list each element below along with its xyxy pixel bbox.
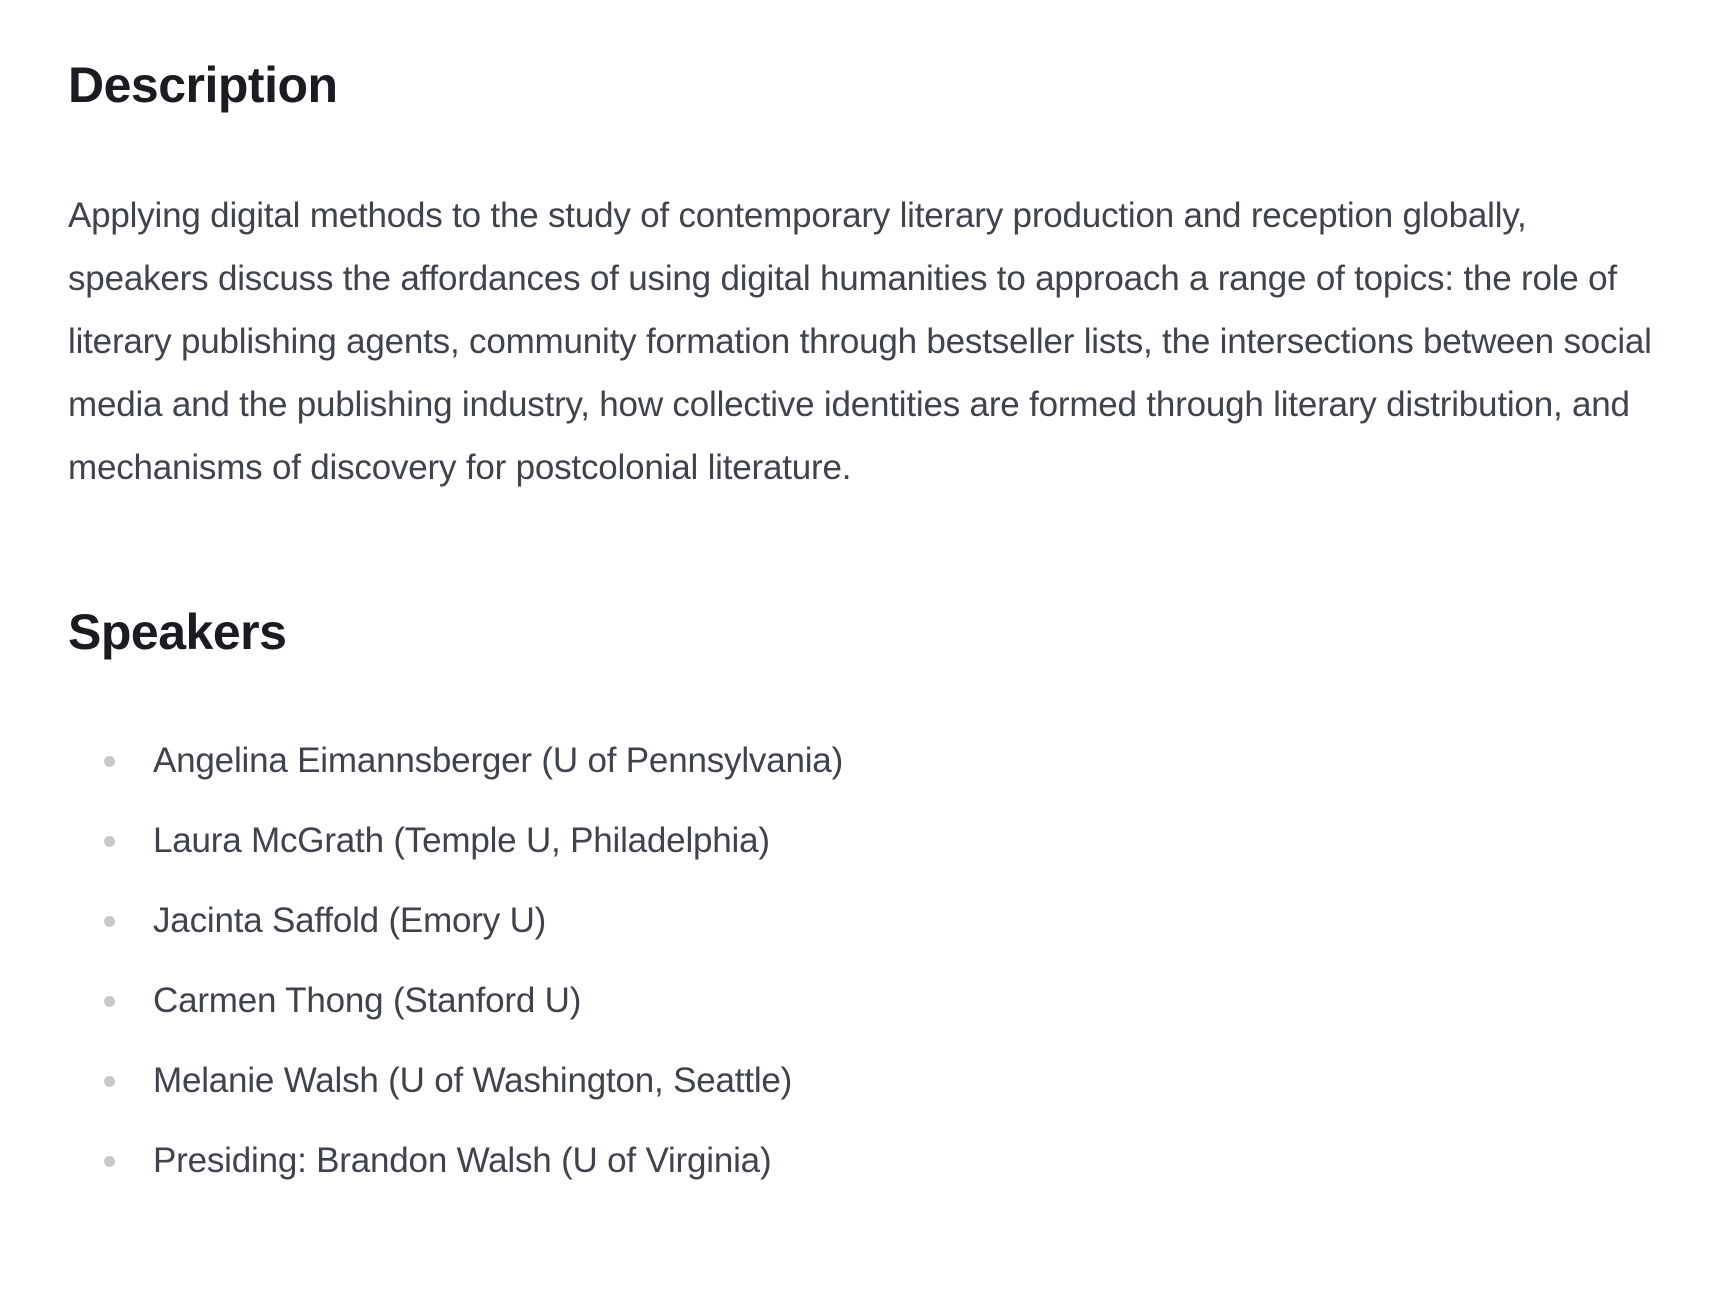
speakers-heading: Speakers — [68, 604, 287, 660]
bullet-icon — [104, 995, 115, 1007]
list-item: Angelina Eimannsberger (U of Pennsylvani… — [68, 739, 1660, 783]
speakers-list: Angelina Eimannsberger (U of Pennsylvani… — [68, 739, 1660, 1183]
list-item: Presiding: Brandon Walsh (U of Virginia) — [68, 1139, 1660, 1183]
bullet-icon — [104, 1075, 115, 1087]
speaker-name: Melanie Walsh (U of Washington, Seattle) — [153, 1061, 793, 1100]
speaker-name: Laura McGrath (Temple U, Philadelphia) — [153, 821, 770, 860]
description-heading: Description — [68, 57, 338, 113]
list-item: Carmen Thong (Stanford U) — [68, 979, 1660, 1023]
speaker-name: Presiding: Brandon Walsh (U of Virginia) — [153, 1141, 772, 1180]
bullet-icon — [104, 755, 115, 767]
list-item: Melanie Walsh (U of Washington, Seattle) — [68, 1059, 1660, 1103]
session-details: Description Applying digital methods to … — [68, 57, 1660, 1183]
description-paragraph: Applying digital methods to the study of… — [68, 196, 1652, 487]
speaker-name: Angelina Eimannsberger (U of Pennsylvani… — [153, 741, 844, 780]
list-item: Jacinta Saffold (Emory U) — [68, 899, 1660, 943]
bullet-icon — [104, 915, 115, 927]
list-item: Laura McGrath (Temple U, Philadelphia) — [68, 819, 1660, 863]
speaker-name: Jacinta Saffold (Emory U) — [153, 901, 547, 940]
speaker-name: Carmen Thong (Stanford U) — [153, 981, 582, 1020]
bullet-icon — [104, 835, 115, 847]
bullet-icon — [104, 1155, 115, 1167]
